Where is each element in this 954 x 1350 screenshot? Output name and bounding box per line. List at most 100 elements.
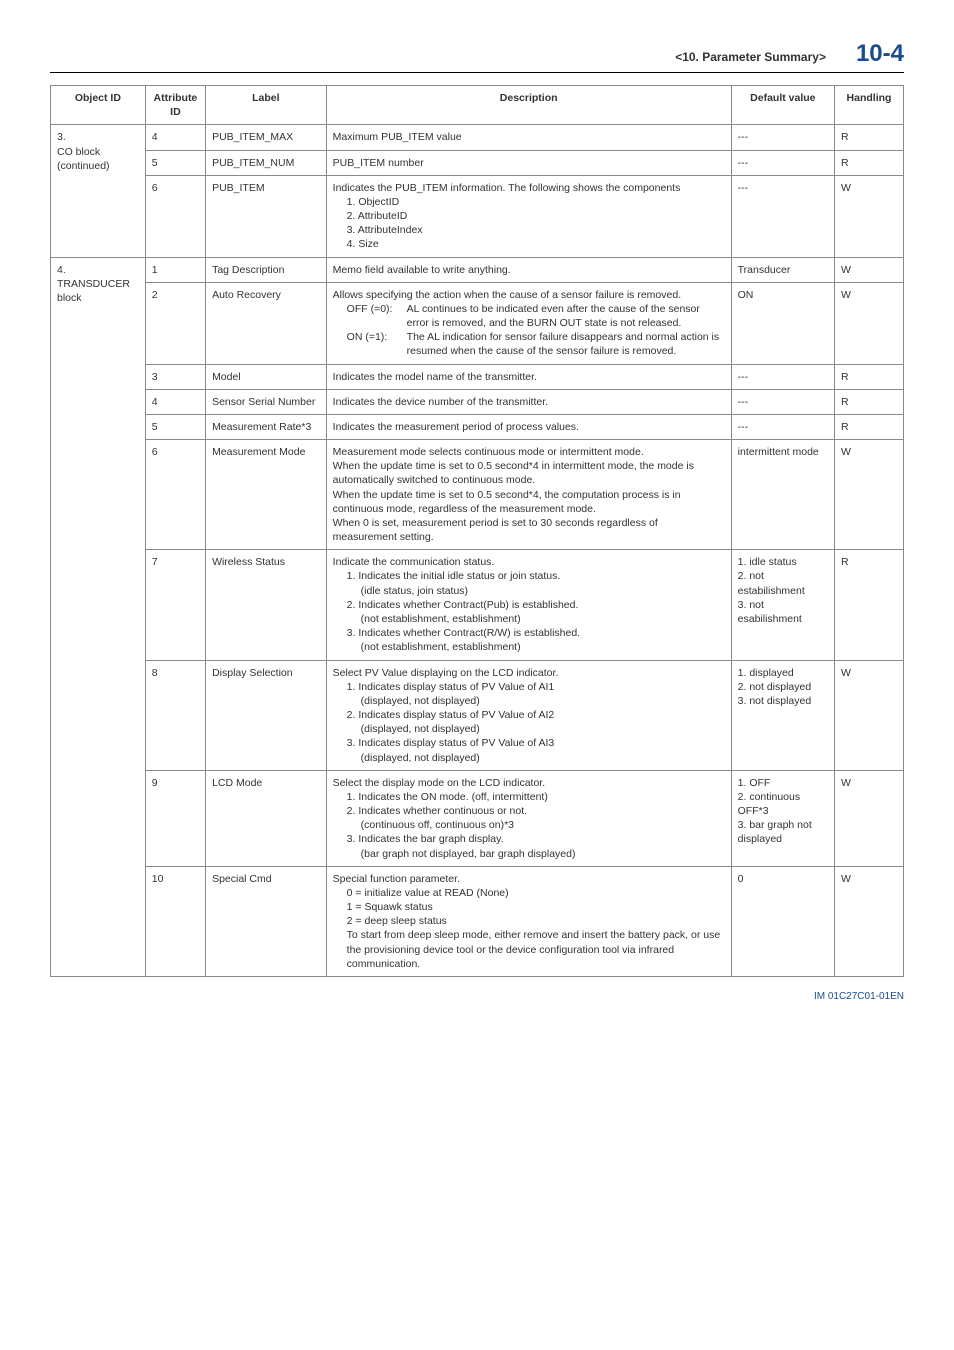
- desc-sub: (displayed, not displayed): [333, 722, 725, 736]
- desc-line: 2. Indicates display status of PV Value …: [333, 708, 725, 722]
- cell-hnd: R: [835, 125, 904, 150]
- cell-hnd: W: [835, 660, 904, 770]
- cell-hnd: R: [835, 150, 904, 175]
- table-row: 8 Display Selection Select PV Value disp…: [51, 660, 904, 770]
- desc-line: Indicates the PUB_ITEM information. The …: [333, 182, 681, 194]
- cell-def: Transducer: [731, 257, 834, 282]
- page-header: <10. Parameter Summary> 10-4: [50, 40, 904, 73]
- cell-def: ---: [731, 175, 834, 257]
- cell-label: Auto Recovery: [206, 282, 327, 364]
- cell-desc: Indicates the PUB_ITEM information. The …: [326, 175, 731, 257]
- desc-line: 3. AttributeIndex: [333, 223, 725, 237]
- cell-def: 0: [731, 866, 834, 976]
- cell-hnd: W: [835, 866, 904, 976]
- cell-desc: Measurement mode selects continuous mode…: [326, 440, 731, 550]
- desc-line: 4. Size: [333, 237, 725, 251]
- table-header-row: Object ID Attribute ID Label Description…: [51, 86, 904, 125]
- desc-line: 2. Indicates whether continuous or not.: [333, 804, 725, 818]
- cell-hnd: W: [835, 440, 904, 550]
- cell-desc: Allows specifying the action when the ca…: [326, 282, 731, 364]
- desc-sub: (displayed, not displayed): [333, 694, 725, 708]
- page-number: 10-4: [856, 40, 904, 68]
- table-row: 5 Measurement Rate*3 Indicates the measu…: [51, 414, 904, 439]
- desc-line: Select PV Value displaying on the LCD in…: [333, 667, 559, 679]
- cell-label: Special Cmd: [206, 866, 327, 976]
- parameter-table: Object ID Attribute ID Label Description…: [50, 85, 904, 977]
- desc-key: OFF (=0):: [347, 302, 407, 330]
- col-attribute-id: Attribute ID: [145, 86, 205, 125]
- cell-attr: 2: [145, 282, 205, 364]
- cell-def: ON: [731, 282, 834, 364]
- cell-attr: 3: [145, 364, 205, 389]
- document-id: IM 01C27C01-01EN: [50, 991, 904, 1002]
- col-description: Description: [326, 86, 731, 125]
- cell-desc: Memo field available to write anything.: [326, 257, 731, 282]
- desc-line: Allows specifying the action when the ca…: [333, 289, 681, 301]
- desc-sub: (idle status, join status): [333, 584, 725, 598]
- cell-label: PUB_ITEM: [206, 175, 327, 257]
- desc-val: The AL indication for sensor failure dis…: [407, 330, 725, 358]
- table-row: 7 Wireless Status Indicate the communica…: [51, 550, 904, 660]
- cell-label: Sensor Serial Number: [206, 389, 327, 414]
- table-row: 6 PUB_ITEM Indicates the PUB_ITEM inform…: [51, 175, 904, 257]
- desc-sub: (displayed, not displayed): [333, 751, 725, 765]
- desc-line: 3. Indicates display status of PV Value …: [333, 736, 725, 750]
- cell-def: 1. idle status 2. not estabilishment 3. …: [731, 550, 834, 660]
- desc-line: 1 = Squawk status: [333, 900, 725, 914]
- cell-desc: Indicate the communication status. 1. In…: [326, 550, 731, 660]
- desc-key: ON (=1):: [347, 330, 407, 358]
- cell-label: Measurement Rate*3: [206, 414, 327, 439]
- desc-sub: (bar graph not displayed, bar graph disp…: [333, 847, 725, 861]
- table-row: 3. CO block (continued) 4 PUB_ITEM_MAX M…: [51, 125, 904, 150]
- col-default: Default value: [731, 86, 834, 125]
- table-row: 5 PUB_ITEM_NUM PUB_ITEM number --- R: [51, 150, 904, 175]
- cell-def: ---: [731, 150, 834, 175]
- desc-val: AL continues to be indicated even after …: [407, 302, 725, 330]
- cell-label: Wireless Status: [206, 550, 327, 660]
- cell-attr: 4: [145, 125, 205, 150]
- table-row: 4 Sensor Serial Number Indicates the dev…: [51, 389, 904, 414]
- desc-line: Special function parameter.: [333, 873, 460, 885]
- desc-line: 0 = initialize value at READ (None): [333, 886, 725, 900]
- cell-attr: 6: [145, 440, 205, 550]
- cell-hnd: R: [835, 364, 904, 389]
- cell-hnd: R: [835, 414, 904, 439]
- cell-desc: Maximum PUB_ITEM value: [326, 125, 731, 150]
- desc-line: 2 = deep sleep status: [333, 914, 725, 928]
- cell-attr: 9: [145, 770, 205, 866]
- cell-attr: 1: [145, 257, 205, 282]
- cell-def: 1. displayed 2. not displayed 3. not dis…: [731, 660, 834, 770]
- cell-def: 1. OFF 2. continuous OFF*3 3. bar graph …: [731, 770, 834, 866]
- cell-attr: 8: [145, 660, 205, 770]
- cell-attr: 4: [145, 389, 205, 414]
- col-label: Label: [206, 86, 327, 125]
- cell-label: Display Selection: [206, 660, 327, 770]
- cell-object-id: 3. CO block (continued): [51, 125, 146, 257]
- cell-attr: 10: [145, 866, 205, 976]
- cell-attr: 6: [145, 175, 205, 257]
- desc-line: 1. ObjectID: [333, 195, 725, 209]
- cell-hnd: W: [835, 282, 904, 364]
- desc-keyval: OFF (=0): AL continues to be indicated e…: [333, 302, 725, 330]
- cell-hnd: W: [835, 770, 904, 866]
- desc-keyval: ON (=1): The AL indication for sensor fa…: [333, 330, 725, 358]
- desc-line: Select the display mode on the LCD indic…: [333, 777, 545, 789]
- cell-attr: 7: [145, 550, 205, 660]
- cell-desc: Indicates the device number of the trans…: [326, 389, 731, 414]
- desc-line: 3. Indicates the bar graph display.: [333, 832, 725, 846]
- table-row: 2 Auto Recovery Allows specifying the ac…: [51, 282, 904, 364]
- cell-desc: Select the display mode on the LCD indic…: [326, 770, 731, 866]
- cell-label: PUB_ITEM_NUM: [206, 150, 327, 175]
- cell-label: PUB_ITEM_MAX: [206, 125, 327, 150]
- desc-sub: (not establishment, establishment): [333, 640, 725, 654]
- table-row: 10 Special Cmd Special function paramete…: [51, 866, 904, 976]
- table-row: 3 Model Indicates the model name of the …: [51, 364, 904, 389]
- cell-def: ---: [731, 414, 834, 439]
- desc-line: To start from deep sleep mode, either re…: [333, 928, 725, 971]
- cell-hnd: R: [835, 389, 904, 414]
- cell-desc: Indicates the model name of the transmit…: [326, 364, 731, 389]
- cell-desc: Indicates the measurement period of proc…: [326, 414, 731, 439]
- table-row: 6 Measurement Mode Measurement mode sele…: [51, 440, 904, 550]
- cell-object-id: 4. TRANSDUCER block: [51, 257, 146, 976]
- desc-line: 1. Indicates display status of PV Value …: [333, 680, 725, 694]
